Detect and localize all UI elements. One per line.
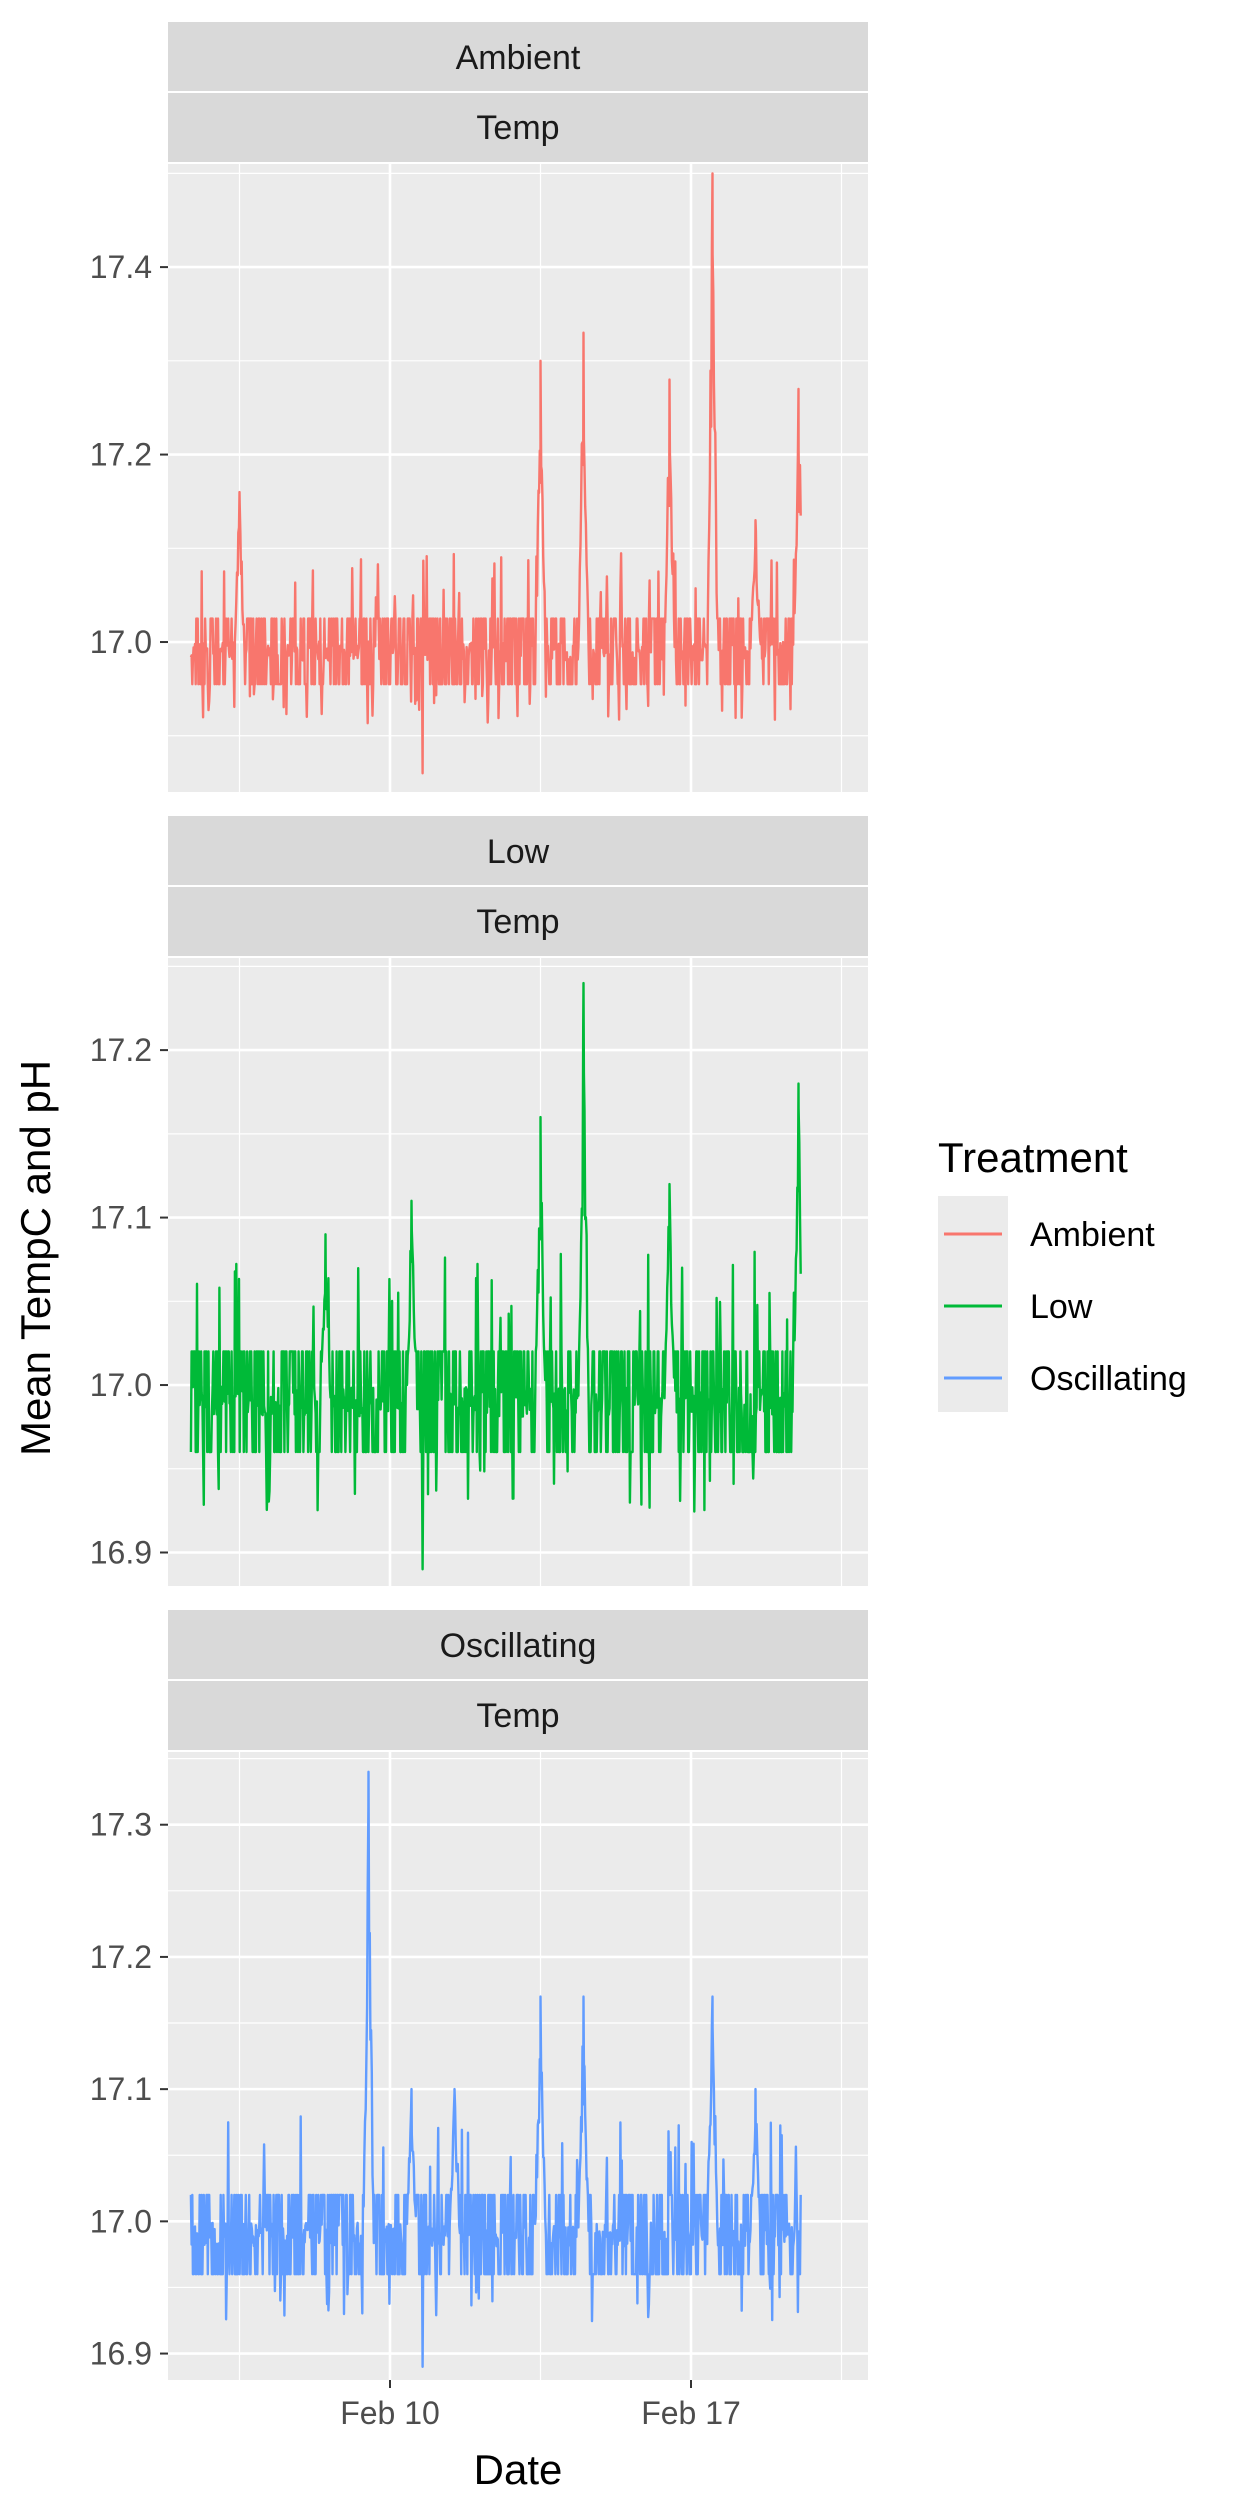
- legend-entry-oscillating: Oscillating: [944, 1360, 1187, 1398]
- x-tick-label: Feb 10: [340, 2395, 440, 2431]
- y-tick-label: 17.4: [90, 249, 152, 285]
- y-tick-label: 17.0: [90, 624, 152, 660]
- legend-entry-ambient: Ambient: [944, 1216, 1155, 1254]
- strip-top: [168, 22, 868, 92]
- panel-oscillating: Oscillating Temp 16.9 17.0 17.1 17.2 17.3 Feb 1…: [90, 1610, 868, 2431]
- legend-key-background: [938, 1196, 1008, 1412]
- y-tick-label: 16.9: [90, 2336, 152, 2372]
- series-line-ambient: [189, 172, 802, 775]
- y-tick-label: 17.2: [90, 1939, 152, 1975]
- legend-label: Low: [1030, 1288, 1093, 1326]
- y-tick-label: 17.1: [90, 1200, 152, 1236]
- strip-label-variable: Temp: [476, 109, 559, 147]
- y-tick-label: 17.0: [90, 1367, 152, 1403]
- y-tick-label: 17.0: [90, 2203, 152, 2239]
- strip-label-variable: Temp: [476, 1697, 559, 1735]
- series-line-low: [189, 981, 802, 1571]
- strip-bottom: [168, 92, 868, 162]
- y-tick-label: 17.3: [90, 1807, 152, 1843]
- panel-low: Low Temp 16.9 17.0 17.1 17.2: [90, 816, 868, 1586]
- strip-top: [168, 816, 868, 886]
- strip-label-treatment: Low: [487, 833, 550, 871]
- y-tick-label: 17.2: [90, 437, 152, 473]
- strip-label-treatment: Ambient: [456, 39, 581, 77]
- strip-top: [168, 1610, 868, 1680]
- x-axis-title: Date: [474, 2446, 563, 2493]
- strip-label-treatment: Oscillating: [440, 1627, 597, 1665]
- y-tick-label: 16.9: [90, 1535, 152, 1571]
- legend-entry-low: Low: [944, 1288, 1093, 1326]
- legend: Treatment Ambient Low Oscillating: [938, 1134, 1187, 1412]
- series-line-oscillating: [189, 1770, 802, 2368]
- plot-background: [168, 958, 868, 1586]
- x-tick-label: Feb 17: [641, 2395, 741, 2431]
- plot-background: [168, 1752, 868, 2380]
- strip-bottom: [168, 1680, 868, 1750]
- y-tick-label: 17.2: [90, 1032, 152, 1068]
- legend-label: Oscillating: [1030, 1360, 1187, 1398]
- legend-title: Treatment: [938, 1134, 1128, 1181]
- legend-label: Ambient: [1030, 1216, 1155, 1254]
- panel-ambient: Ambient Temp 17.0 17.2 17.4: [90, 22, 868, 792]
- strip-label-variable: Temp: [476, 903, 559, 941]
- y-tick-label: 17.1: [90, 2071, 152, 2107]
- strip-bottom: [168, 886, 868, 956]
- y-axis-title: Mean TempC and pH: [12, 1060, 59, 1456]
